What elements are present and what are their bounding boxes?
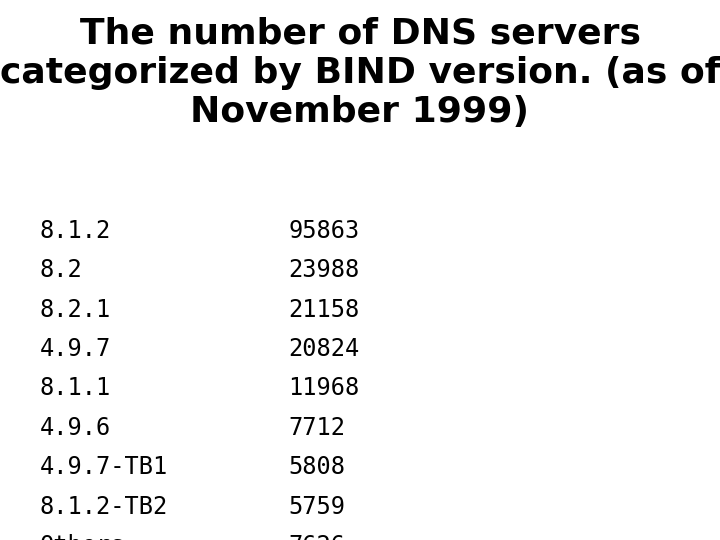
- Text: 8.2: 8.2: [40, 258, 82, 282]
- Text: 7712: 7712: [288, 416, 345, 440]
- Text: 21158: 21158: [288, 298, 359, 321]
- Text: Others: Others: [40, 534, 125, 540]
- Text: 8.1.2-TB2: 8.1.2-TB2: [40, 495, 168, 518]
- Text: 5759: 5759: [288, 495, 345, 518]
- Text: 8.1.1: 8.1.1: [40, 376, 111, 400]
- Text: 4.9.7: 4.9.7: [40, 337, 111, 361]
- Text: The number of DNS servers
categorized by BIND version. (as of
November 1999): The number of DNS servers categorized by…: [0, 16, 720, 129]
- Text: 7626: 7626: [288, 534, 345, 540]
- Text: 20824: 20824: [288, 337, 359, 361]
- Text: 4.9.6: 4.9.6: [40, 416, 111, 440]
- Text: 23988: 23988: [288, 258, 359, 282]
- Text: 4.9.7-TB1: 4.9.7-TB1: [40, 455, 168, 479]
- Text: 5808: 5808: [288, 455, 345, 479]
- Text: 95863: 95863: [288, 219, 359, 242]
- Text: 11968: 11968: [288, 376, 359, 400]
- Text: 8.1.2: 8.1.2: [40, 219, 111, 242]
- Text: 8.2.1: 8.2.1: [40, 298, 111, 321]
